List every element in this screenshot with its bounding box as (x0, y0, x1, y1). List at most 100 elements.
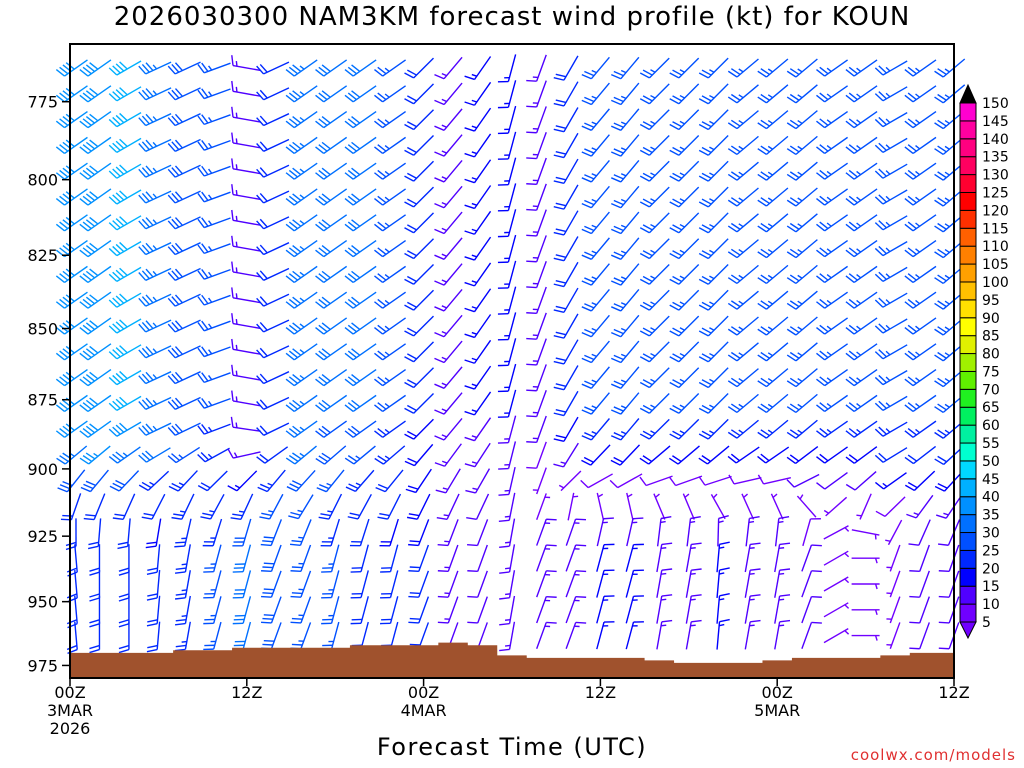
barb-full (231, 364, 234, 376)
wind-barb (285, 85, 318, 103)
wind-barb (285, 188, 318, 206)
barb-full (407, 301, 417, 308)
barb-staff (536, 441, 547, 469)
barb-staff (678, 264, 700, 285)
barb-full (230, 517, 242, 521)
barb-half (442, 487, 449, 491)
barb-half (650, 94, 656, 99)
wind-barb (553, 416, 579, 442)
barb-full (83, 517, 95, 521)
wind-barb (845, 110, 878, 129)
colorbar-label: 20 (982, 561, 1000, 577)
barb-full (318, 483, 330, 490)
barb-full (727, 251, 738, 259)
credit-link[interactable]: coolwx.com/models (850, 746, 1016, 764)
barb-full (464, 127, 475, 132)
wind-barb (285, 239, 318, 258)
wind-barb (656, 542, 673, 573)
barb-full (321, 116, 331, 124)
barb-full (85, 219, 95, 227)
colorbar-label: 50 (982, 454, 1000, 470)
wind-barb (434, 160, 463, 183)
wind-barb (167, 319, 201, 333)
barb-half (504, 541, 511, 544)
wind-barb (197, 88, 231, 100)
barb-staff (447, 596, 459, 624)
barb-full (285, 327, 295, 335)
wind-barb (108, 344, 142, 360)
barb-full (175, 567, 187, 570)
colorbar-label: 70 (982, 382, 1000, 398)
barb-full (672, 250, 683, 257)
barb-staff (263, 138, 290, 152)
barb-staff (232, 193, 261, 201)
barb-staff (563, 365, 579, 391)
barb-full (727, 148, 738, 155)
wind-barb (408, 544, 430, 573)
barb-half (471, 280, 478, 284)
y-tick-label: 875 (27, 391, 58, 410)
barb-full (167, 323, 176, 333)
wind-barb (108, 111, 142, 128)
wind-barb (845, 239, 878, 258)
barb-full (138, 297, 147, 307)
barb-full (555, 73, 567, 78)
wind-barb (526, 338, 547, 366)
wind-barb (639, 289, 670, 311)
wind-barb (464, 339, 492, 364)
barb-full (760, 274, 770, 282)
barb-staff (473, 81, 492, 106)
barb-half (233, 452, 238, 458)
barb-full (108, 170, 118, 179)
barb-half (738, 378, 744, 383)
barb-full (55, 198, 65, 206)
barb-half (767, 171, 773, 176)
barb-full (290, 595, 301, 598)
barb-staff (653, 493, 666, 520)
barb-full (146, 541, 157, 545)
barb-full (347, 376, 357, 384)
barb-full (112, 426, 121, 435)
barb-staff (324, 445, 347, 465)
colorbar-label: 130 (982, 168, 1009, 184)
barb-full (819, 324, 829, 333)
barb-staff (116, 240, 142, 257)
barb-full (434, 383, 445, 389)
wind-barb (669, 238, 700, 260)
barb-full (285, 172, 295, 180)
barb-full (730, 429, 741, 437)
wind-barb (404, 289, 434, 311)
barb-full (701, 275, 712, 283)
wind-barb (786, 290, 818, 310)
barb-full (197, 63, 205, 74)
barb-staff (620, 82, 640, 105)
barb-full (377, 221, 387, 230)
colorbar-label: 85 (982, 329, 1000, 345)
barb-full (878, 168, 887, 177)
barb-full (347, 144, 357, 152)
wind-barb (345, 469, 375, 492)
wind-barb (786, 368, 818, 388)
barb-full (55, 275, 65, 283)
wind-barb (851, 609, 880, 616)
barb-staff (147, 470, 170, 491)
wind-barb (87, 518, 102, 550)
barb-staff (418, 544, 430, 572)
barb-full (347, 455, 358, 462)
wind-barb (565, 570, 587, 598)
wind-barb (727, 419, 759, 439)
barb-full (201, 424, 209, 434)
barb-full (200, 516, 211, 520)
barb-staff (590, 108, 610, 131)
wind-barb (581, 211, 610, 235)
barb-staff (824, 188, 849, 206)
barb-half (384, 248, 390, 253)
barb-full (141, 63, 150, 73)
barb-full (613, 303, 624, 309)
barb-staff (656, 544, 663, 573)
barb-full (760, 171, 770, 179)
barb-full (907, 92, 917, 101)
barb-full (200, 482, 211, 489)
barb-full (750, 568, 761, 571)
